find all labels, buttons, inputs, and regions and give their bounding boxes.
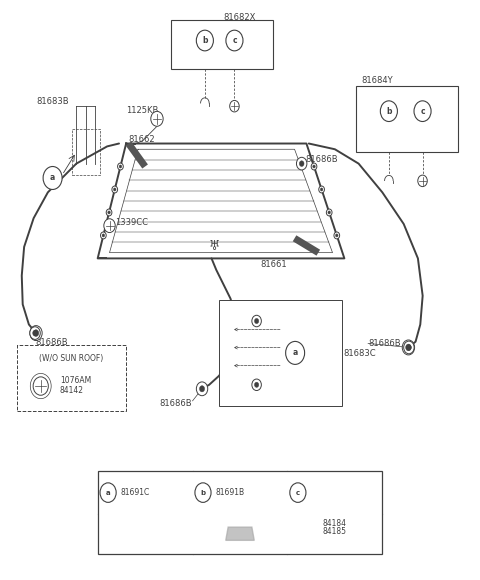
Circle shape	[230, 100, 239, 112]
Text: 81686B: 81686B	[368, 339, 401, 348]
Text: a: a	[106, 490, 110, 495]
Text: 81686B: 81686B	[305, 155, 338, 164]
Circle shape	[320, 188, 323, 191]
Text: 1125KB: 1125KB	[126, 106, 158, 115]
Circle shape	[33, 377, 48, 395]
Text: 84185: 84185	[323, 527, 347, 536]
Circle shape	[33, 330, 37, 336]
Text: 81683C: 81683C	[343, 349, 376, 358]
Circle shape	[286, 342, 305, 364]
Circle shape	[100, 232, 106, 239]
Text: 81691B: 81691B	[216, 488, 244, 497]
Circle shape	[328, 211, 330, 214]
Circle shape	[196, 382, 208, 396]
Circle shape	[290, 483, 306, 502]
Circle shape	[106, 209, 112, 216]
Circle shape	[196, 30, 214, 51]
Text: 81691C: 81691C	[120, 488, 150, 497]
Text: 1339CC: 1339CC	[115, 218, 148, 227]
Circle shape	[418, 175, 427, 187]
Circle shape	[33, 329, 39, 336]
Text: 1076AM: 1076AM	[60, 376, 91, 385]
Text: (W/O SUN ROOF): (W/O SUN ROOF)	[39, 354, 104, 363]
Text: b: b	[386, 107, 392, 115]
Circle shape	[402, 340, 415, 355]
Text: a: a	[50, 173, 55, 183]
Circle shape	[254, 318, 259, 324]
Circle shape	[108, 211, 110, 214]
FancyBboxPatch shape	[97, 471, 383, 554]
Circle shape	[119, 165, 122, 168]
Circle shape	[319, 186, 324, 193]
FancyBboxPatch shape	[171, 20, 273, 69]
Text: 81682X: 81682X	[223, 13, 256, 21]
FancyBboxPatch shape	[17, 345, 126, 411]
FancyBboxPatch shape	[219, 300, 342, 406]
Circle shape	[226, 30, 243, 51]
Circle shape	[30, 327, 40, 339]
Circle shape	[195, 483, 211, 502]
Circle shape	[151, 111, 163, 126]
Text: 84142: 84142	[60, 386, 84, 396]
Circle shape	[30, 325, 42, 340]
Text: 81661: 81661	[261, 260, 287, 269]
Text: 81684Y: 81684Y	[361, 76, 393, 85]
Circle shape	[102, 234, 105, 237]
Text: c: c	[420, 107, 425, 115]
Text: b: b	[201, 490, 205, 495]
Text: ♅: ♅	[208, 241, 219, 253]
Circle shape	[313, 165, 315, 168]
FancyBboxPatch shape	[356, 86, 458, 152]
Circle shape	[336, 234, 338, 237]
Circle shape	[311, 163, 317, 170]
Circle shape	[406, 344, 411, 351]
Circle shape	[380, 101, 397, 122]
Circle shape	[100, 483, 116, 502]
Text: 81662: 81662	[129, 135, 155, 144]
Text: c: c	[296, 490, 300, 495]
Circle shape	[112, 186, 118, 193]
Text: c: c	[232, 36, 237, 45]
Circle shape	[297, 157, 307, 170]
Circle shape	[104, 219, 115, 233]
Polygon shape	[226, 527, 254, 541]
Circle shape	[404, 341, 414, 354]
Text: 81683B: 81683B	[36, 97, 69, 106]
Text: 81686B: 81686B	[159, 399, 192, 408]
Text: 84184: 84184	[323, 519, 347, 528]
Circle shape	[252, 379, 261, 390]
Circle shape	[252, 316, 261, 327]
Text: a: a	[292, 349, 298, 357]
Circle shape	[407, 345, 411, 350]
Circle shape	[113, 188, 116, 191]
Text: b: b	[202, 36, 208, 45]
Circle shape	[414, 101, 431, 122]
Circle shape	[43, 166, 62, 190]
Circle shape	[118, 163, 123, 170]
Circle shape	[254, 382, 259, 387]
Circle shape	[326, 209, 332, 216]
Circle shape	[200, 386, 204, 392]
Text: 81686B: 81686B	[35, 338, 68, 347]
Circle shape	[334, 232, 340, 239]
Circle shape	[300, 161, 304, 166]
